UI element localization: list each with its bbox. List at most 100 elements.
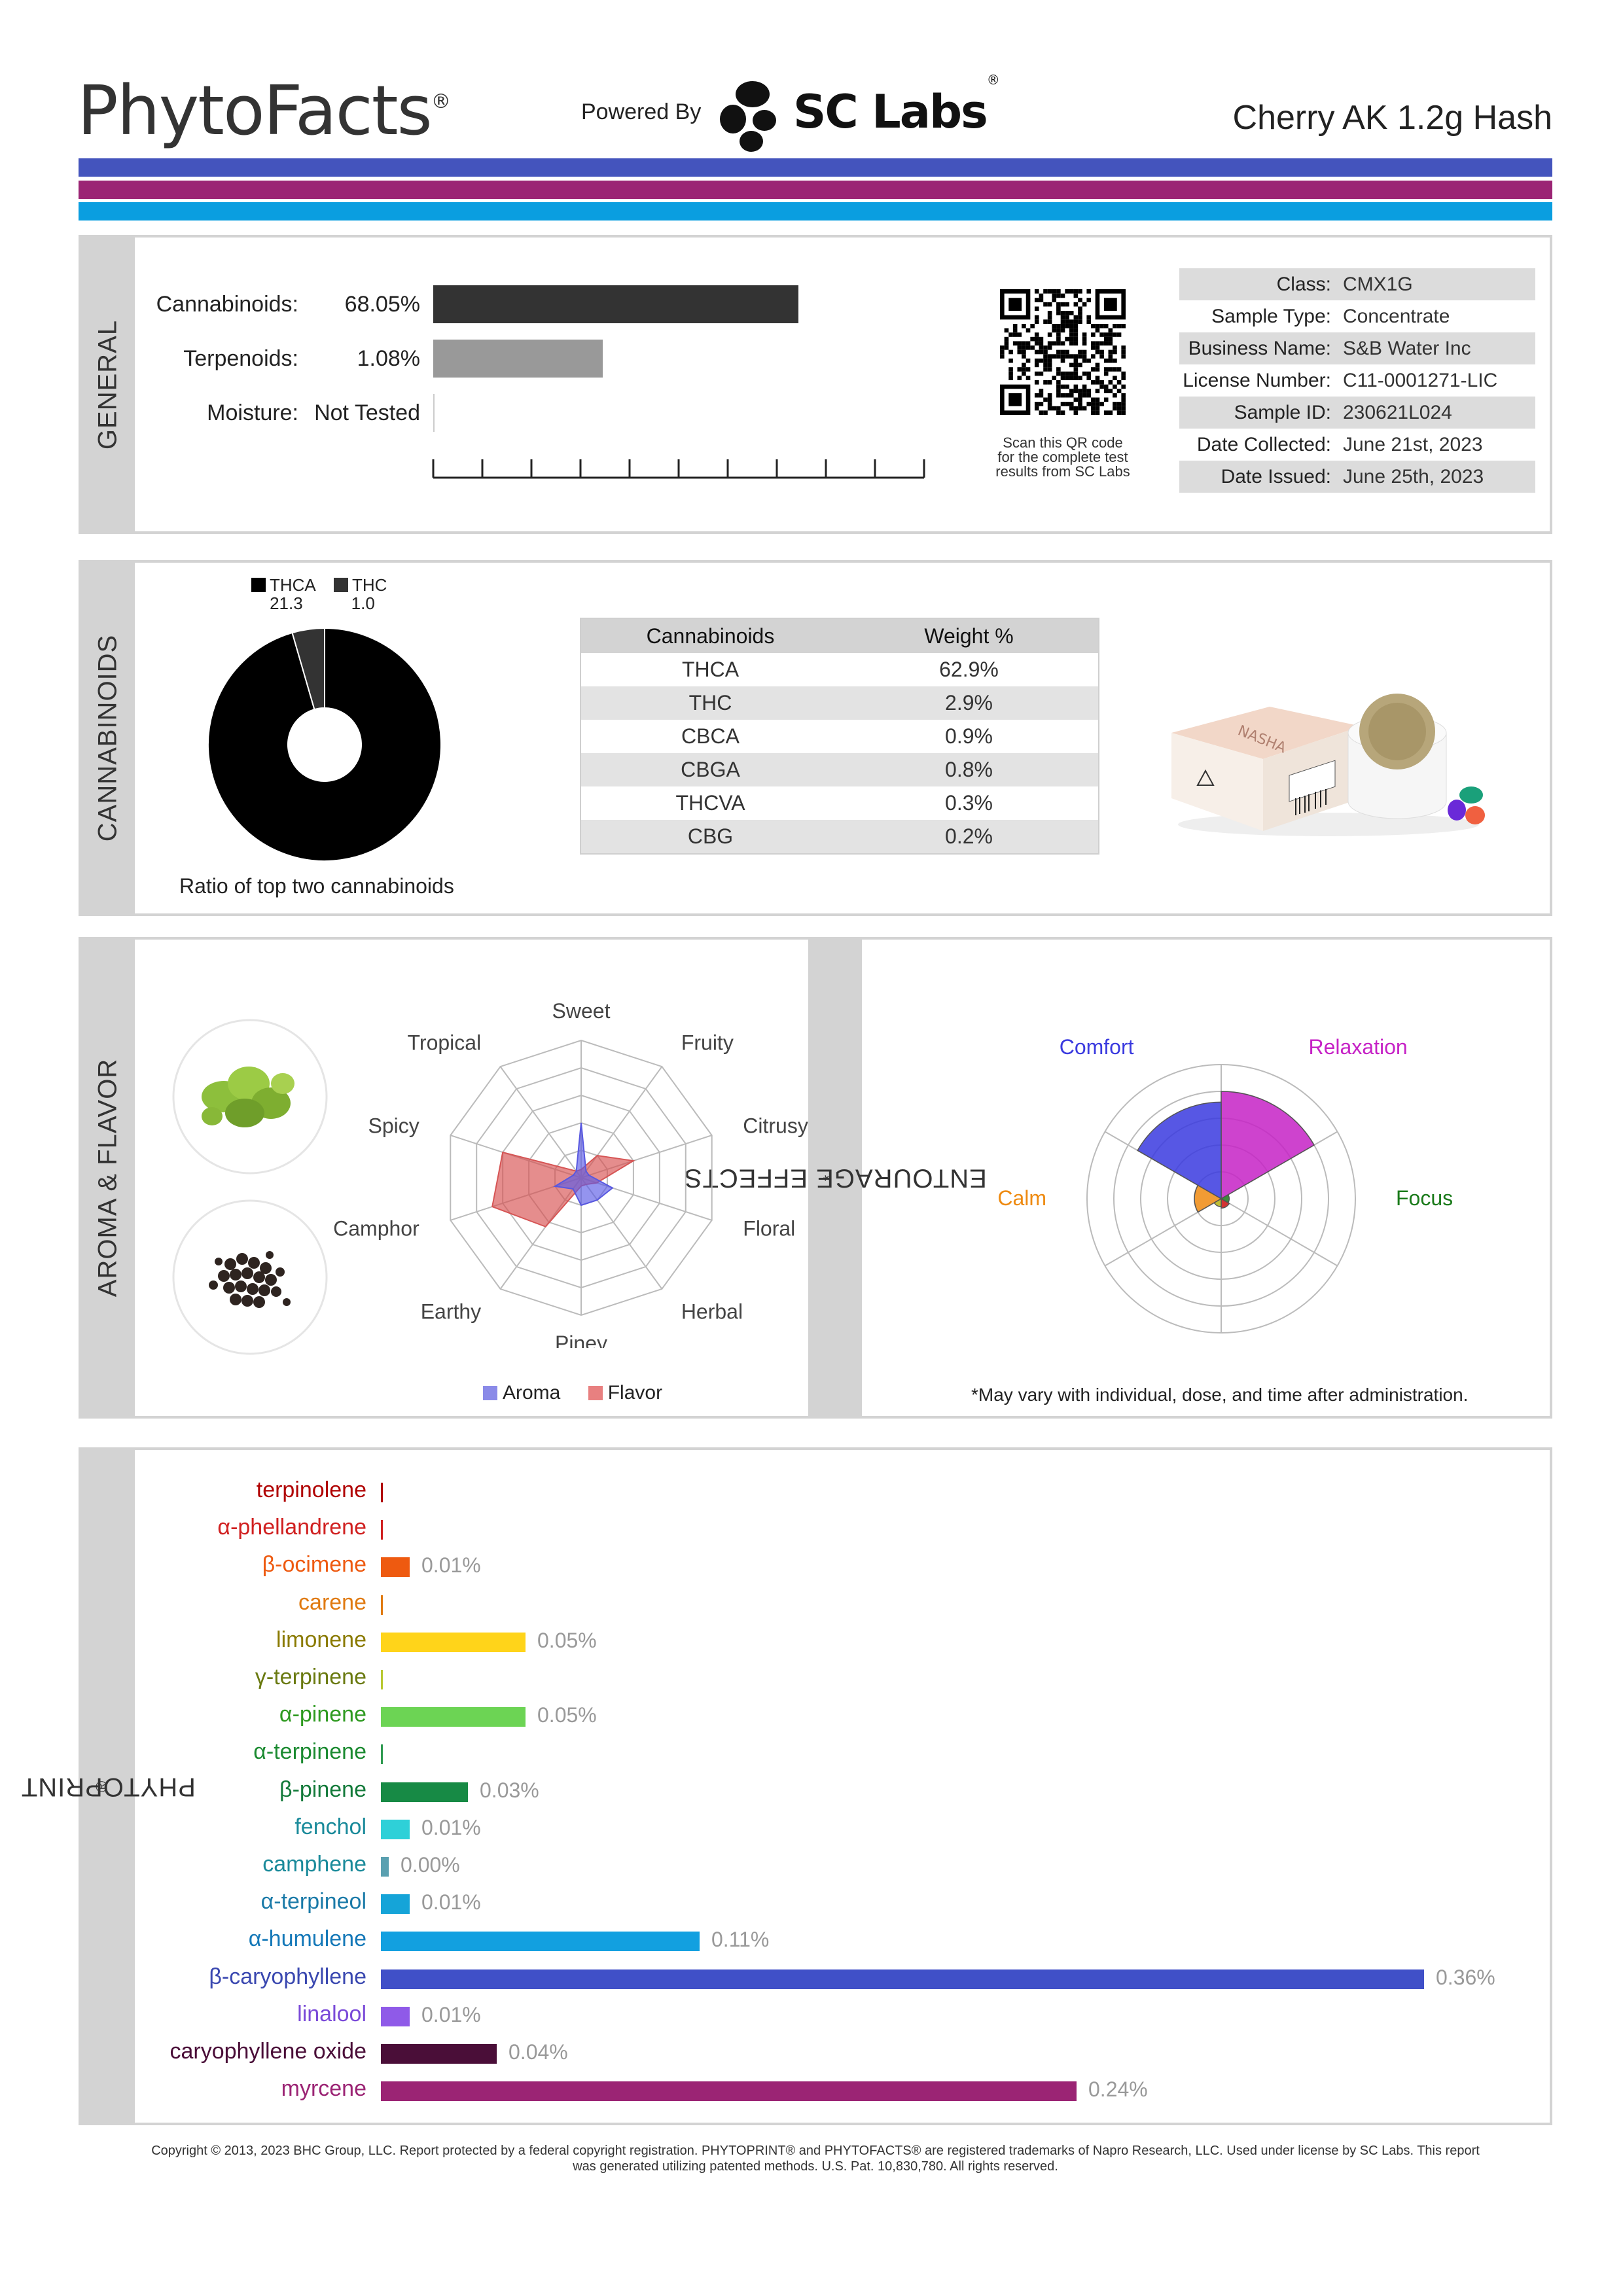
table-cell: THCA — [681, 658, 740, 681]
info-row-sample-id: Sample ID: 230621L024 — [1179, 397, 1535, 429]
terpene-value: 0.01% — [421, 1890, 481, 1915]
terpene-value: 0.11% — [711, 1928, 770, 1952]
terpene-bar — [381, 1520, 383, 1540]
terpene-bar — [381, 2081, 1077, 2102]
terpene-name: α-pinene — [279, 1702, 366, 1727]
radar-axis-line — [499, 1066, 582, 1178]
terpene-bar — [381, 1894, 410, 1915]
terpene-value: 0.04% — [508, 2040, 568, 2064]
legend-swatch — [334, 578, 348, 592]
info-value: CMX1G — [1343, 273, 1413, 295]
legend-name: THCA — [270, 575, 316, 595]
radar-axis-label: Herbal — [681, 1299, 743, 1323]
table-row: THC 2.9% — [581, 686, 1098, 720]
column-header: Weight % — [924, 624, 1014, 648]
cannabinoid-ratio-donut — [207, 627, 442, 862]
stripe-cyan — [79, 202, 1552, 221]
terpene-name: myrcene — [281, 2076, 366, 2102]
terpene-value: 0.24% — [1088, 2077, 1148, 2102]
info-key: License Number: — [1183, 369, 1331, 391]
table-row: THCA 62.9% — [581, 653, 1098, 686]
legend-row: THCA — [251, 576, 316, 594]
phytoprint-title: PHYTOPRINT — [20, 1772, 196, 1801]
radar-axis-label: Fruity — [681, 1031, 734, 1055]
radar-axis-label: Floral — [743, 1216, 795, 1240]
terpene-value: 0.01% — [421, 1815, 481, 1839]
terpene-bar — [381, 1707, 526, 1727]
table-cell: 0.3% — [945, 791, 993, 815]
table-cell: THC — [688, 691, 732, 715]
info-key: Class: — [1276, 273, 1331, 295]
radar-legend: Aroma Flavor — [483, 1382, 662, 1404]
terpene-bar — [381, 1595, 383, 1615]
info-row-sample-type: Sample Type: Concentrate — [1179, 300, 1535, 332]
qr-caption: Scan this QR code for the complete test … — [966, 436, 1160, 479]
stripe-blue — [79, 158, 1552, 177]
terpene-bar — [381, 1857, 389, 1877]
radar-axis-label: Piney — [555, 1332, 607, 1348]
flavor-legend-swatch — [588, 1386, 603, 1400]
radar-axis-label: Sweet — [552, 999, 611, 1023]
terpene-bar — [381, 1670, 383, 1689]
phytoprint-side-label: PHYTOPRINT ® — [20, 1450, 196, 2123]
info-value: S&B Water Inc — [1343, 337, 1471, 359]
info-value: 230621L024 — [1343, 401, 1452, 423]
info-key: Date Collected: — [1196, 433, 1331, 455]
terpenoids-value: 1.08% — [357, 346, 420, 371]
entourage-effects-chart: RelaxationFocusEnergyInspirationCalmComf… — [997, 1035, 1453, 1333]
terpene-bar — [381, 1932, 700, 1952]
terpene-name: carene — [298, 1589, 366, 1615]
moisture-value: Not Tested — [314, 400, 420, 425]
table-row: THCVA 0.3% — [581, 786, 1098, 820]
info-key: Sample ID: — [1234, 401, 1331, 423]
terpene-name: α-terpinene — [253, 1739, 366, 1765]
copyright-footer: Copyright © 2013, 2023 BHC Group, LLC. R… — [79, 2143, 1552, 2174]
cannabinoids-bar — [433, 285, 798, 323]
donut-legend-thc: THC 1.0 — [334, 576, 387, 612]
terpene-value: 0.05% — [537, 1703, 597, 1727]
info-row-business-name: Business Name: S&B Water Inc — [1179, 332, 1535, 364]
legend-name: THC — [352, 575, 387, 595]
radar-axis-label: Citrusy — [743, 1114, 808, 1138]
effects-label-relaxation: Relaxation — [1309, 1035, 1408, 1059]
table-cell: 2.9% — [945, 691, 993, 715]
info-value: C11-0001271-LIC — [1343, 369, 1498, 391]
hops-image — [172, 1019, 328, 1174]
entourage-note: *May vary with individual, dose, and tim… — [971, 1385, 1469, 1405]
donut-slice-thca — [207, 627, 442, 862]
terpene-bar — [381, 2044, 497, 2064]
effects-label-comfort: Comfort — [1060, 1035, 1134, 1059]
entourage-side-label: ENTOURAGE EFFECTS * — [684, 940, 986, 1416]
terpene-value: 0.03% — [480, 1778, 539, 1802]
stripe-purple — [79, 181, 1552, 199]
table-cell: 0.9% — [945, 724, 993, 748]
terpene-bar — [381, 1744, 383, 1765]
qr-code[interactable] — [1000, 289, 1126, 415]
footer-line-2: was generated utilizing patented methods… — [573, 2159, 1058, 2174]
aroma-legend-swatch — [483, 1386, 497, 1400]
terpene-name: α-humulene — [248, 1926, 366, 1952]
qr-caption-line-3: results from SC Labs — [995, 463, 1130, 480]
general-scale-ruler — [432, 459, 925, 479]
terpene-value: 0.01% — [421, 2002, 481, 2026]
table-cell: CBCA — [681, 724, 740, 748]
table-cell: THCVA — [675, 791, 745, 815]
terpene-name: camphene — [262, 1852, 366, 1877]
terpene-name: β-caryophyllene — [209, 1964, 366, 1989]
powered-by-label: Powered By — [581, 99, 702, 124]
phytoprint-panel: PHYTOPRINT ® — [20, 1447, 1552, 2125]
terpenoids-bar — [433, 340, 603, 378]
effects-wedge-energy — [1221, 1197, 1230, 1209]
effects-wedge-comfort — [1137, 1101, 1222, 1200]
radar-series-flavor — [491, 1151, 635, 1227]
info-row-class: Class: CMX1G — [1179, 268, 1535, 300]
cannabinoids-side-label: CANNABINOIDS — [81, 563, 135, 913]
product-photo: NASHA — [1171, 694, 1485, 836]
terpene-value: 0.36% — [1436, 1965, 1495, 1989]
info-value: June 25th, 2023 — [1343, 465, 1484, 487]
general-side-label: GENERAL — [81, 238, 135, 531]
terpene-name: α-phellandrene — [217, 1515, 366, 1540]
aroma-side-label: AROMA & FLAVOR — [81, 940, 135, 1416]
info-value: June 21st, 2023 — [1343, 433, 1483, 455]
aroma-entourage-panel: AROMA & FLAVOR ENTOURAGE EFFECTS * — [79, 937, 1552, 1419]
